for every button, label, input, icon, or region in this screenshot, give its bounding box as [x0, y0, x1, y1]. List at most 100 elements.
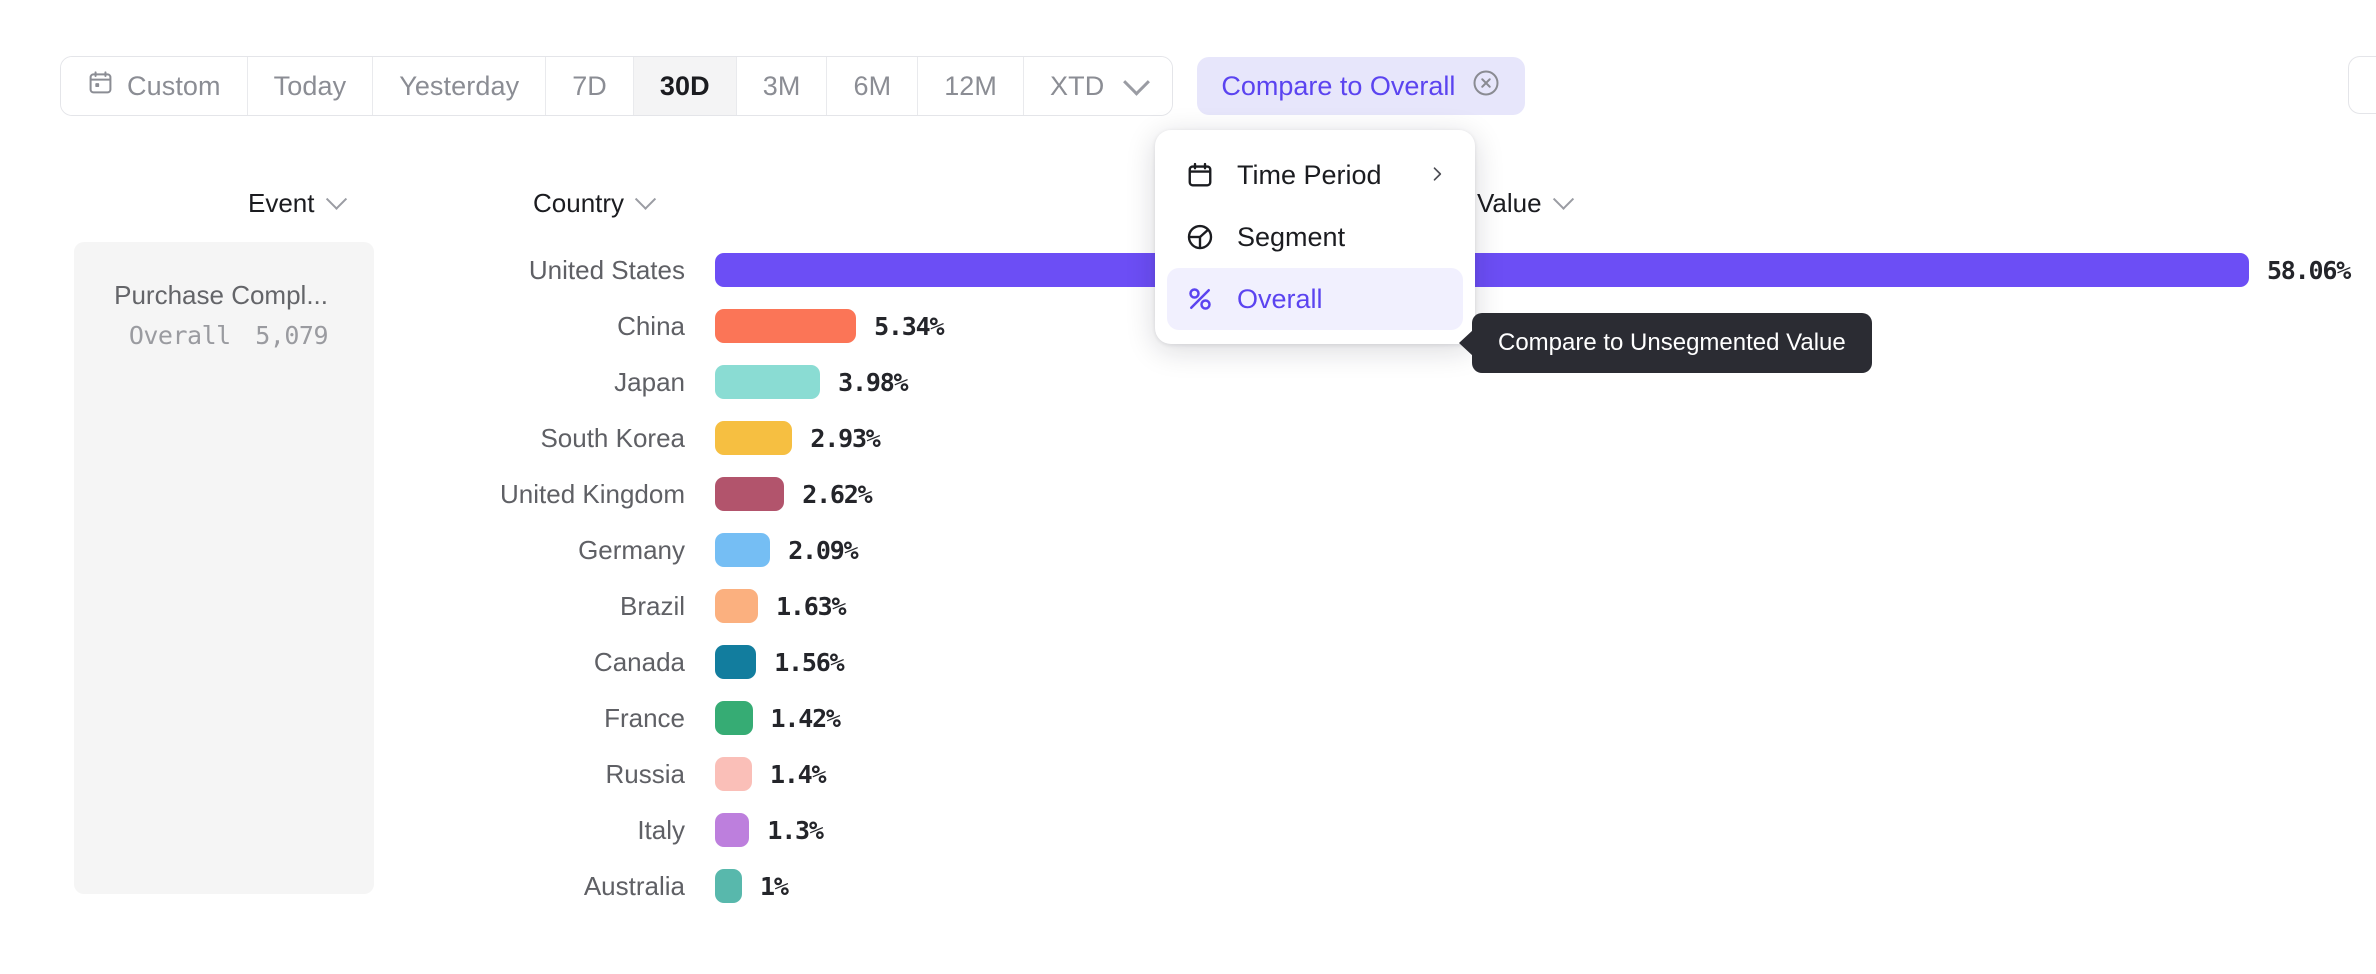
bar-row[interactable]: Germany 2.09% [0, 522, 2376, 578]
chevron-right-icon [1427, 160, 1447, 191]
range-button-yesterday[interactable]: Yesterday [373, 57, 547, 115]
event-card-overall-label: Overall [128, 321, 231, 351]
bar-row-label: France [604, 702, 685, 733]
column-header-country-label: Country [533, 188, 625, 218]
bar-row[interactable]: Russia 1.4% [0, 746, 2376, 802]
bar-row[interactable]: Brazil 1.63% [0, 578, 2376, 634]
pie-segment-icon [1183, 220, 1217, 254]
bar-fill[interactable] [715, 253, 2249, 287]
bar-row[interactable]: United Kingdom 2.62% [0, 466, 2376, 522]
bar-row-label: South Korea [540, 422, 685, 453]
range-label-custom: Custom [127, 70, 221, 101]
range-button-3m[interactable]: 3M [736, 57, 828, 115]
bar-row-label: China [617, 310, 685, 341]
tooltip-compare-unsegmented: Compare to Unsegmented Value [1472, 313, 1872, 373]
menu-item-overall-label: Overall [1237, 283, 1323, 314]
bar-value-label: 5.34% [874, 311, 944, 341]
calendar-icon [1183, 158, 1217, 192]
close-circle-icon[interactable] [1471, 68, 1501, 105]
bar-row[interactable]: Canada 1.56% [0, 634, 2376, 690]
bar-fill[interactable] [715, 477, 785, 511]
bar-row-label: Russia [605, 758, 685, 789]
bar-fill[interactable] [715, 533, 771, 567]
percent-icon [1183, 282, 1217, 316]
compare-chip-label: Compare to Overall [1221, 70, 1456, 101]
bar-value-label: 1.42% [770, 703, 841, 733]
compare-to-overall-chip[interactable]: Compare to Overall [1197, 57, 1526, 115]
range-button-7d[interactable]: 7D [546, 57, 634, 115]
range-label-12m: 12M [944, 70, 998, 101]
bar-row[interactable]: Italy 1.3% [0, 802, 2376, 858]
range-button-today[interactable]: Today [247, 57, 374, 115]
bar-fill[interactable] [715, 757, 752, 791]
range-button-12m[interactable]: 12M [918, 57, 1025, 115]
bar-row-label: Japan [614, 366, 685, 397]
bar-fill[interactable] [715, 645, 757, 679]
bar-row[interactable]: South Korea 2.93% [0, 410, 2376, 466]
event-card-title: Purchase Compl... [114, 280, 328, 310]
bar-value-label: 3.98% [838, 367, 908, 397]
range-button-xtd[interactable]: XTD [1024, 57, 1173, 115]
bar-fill[interactable] [715, 869, 742, 903]
range-label-xtd: XTD [1050, 70, 1105, 101]
column-header-event-label: Event [248, 188, 315, 218]
bar-track: 1.4% [715, 757, 827, 791]
menu-item-time-period[interactable]: Time Period [1167, 144, 1463, 206]
bar-fill[interactable] [715, 589, 759, 623]
date-range-toolbar: Custom Today Yesterday 7D 30D 3M 6M 12M … [60, 56, 1526, 116]
bar-track: 1.56% [715, 645, 845, 679]
calendar-icon [87, 69, 114, 103]
bar-track: 58.06% [715, 253, 2351, 287]
bar-track: 1.63% [715, 589, 847, 623]
range-label-today: Today [273, 70, 347, 101]
range-button-6m[interactable]: 6M [827, 57, 919, 115]
bar-row[interactable]: France 1.42% [0, 690, 2376, 746]
bar-track: 2.09% [715, 533, 859, 567]
event-card-overall: Overall 5,079 [74, 321, 329, 351]
bar-fill[interactable] [715, 813, 750, 847]
bar-value-label: 1.63% [776, 591, 846, 621]
toolbar-overflow-control[interactable] [2348, 56, 2376, 114]
date-range-segmented-control[interactable]: Custom Today Yesterday 7D 30D 3M 6M 12M … [60, 56, 1174, 116]
menu-item-segment[interactable]: Segment [1167, 206, 1463, 268]
range-label-3m: 3M [762, 70, 801, 101]
bar-row-label: Brazil [619, 590, 685, 621]
column-header-country[interactable]: Country [533, 188, 657, 219]
column-header-event[interactable]: Event [248, 188, 347, 219]
bar-fill[interactable] [715, 309, 857, 343]
chevron-down-icon [325, 188, 347, 210]
bar-row[interactable]: United States 58.06% [0, 242, 2376, 298]
bar-value-label: 1.3% [767, 815, 824, 845]
column-header-value-label: Value [1477, 188, 1542, 218]
bar-value-label: 1% [760, 871, 789, 901]
bar-track: 3.98% [715, 365, 909, 399]
menu-item-overall[interactable]: Overall [1167, 268, 1463, 330]
menu-item-time-period-label: Time Period [1237, 159, 1382, 190]
bar-track: 5.34% [715, 309, 945, 343]
bar-row[interactable]: Japan 3.98% [0, 354, 2376, 410]
column-header-value[interactable]: Value [1477, 188, 1574, 219]
bar-row[interactable]: Australia 1% [0, 858, 2376, 914]
bar-row-label: Canada [593, 646, 685, 677]
bar-value-label: 2.93% [810, 423, 880, 453]
event-card-overall-value: 5,079 [255, 321, 328, 351]
bar-value-label: 1.4% [769, 759, 827, 789]
range-label-yesterday: Yesterday [399, 70, 520, 101]
range-button-custom[interactable]: Custom [61, 57, 248, 115]
menu-item-segment-label: Segment [1237, 221, 1346, 252]
bar-track: 2.62% [715, 477, 873, 511]
bar-value-label: 1.56% [774, 647, 844, 677]
bar-row[interactable]: China 5.34% [0, 298, 2376, 354]
bar-track: 1% [715, 869, 789, 903]
event-card[interactable]: Purchase Compl... Overall 5,079 [74, 242, 374, 894]
range-button-30d[interactable]: 30D [633, 57, 737, 115]
bar-fill[interactable] [715, 701, 753, 735]
range-label-7d: 7D [572, 70, 607, 101]
bar-fill[interactable] [715, 421, 793, 455]
chevron-down-icon [1552, 188, 1574, 210]
bar-row-label: United Kingdom [500, 478, 685, 509]
bar-fill[interactable] [715, 365, 821, 399]
range-label-30d: 30D [659, 70, 710, 101]
tooltip-text: Compare to Unsegmented Value [1498, 329, 1846, 356]
bar-value-label: 2.62% [802, 479, 872, 509]
